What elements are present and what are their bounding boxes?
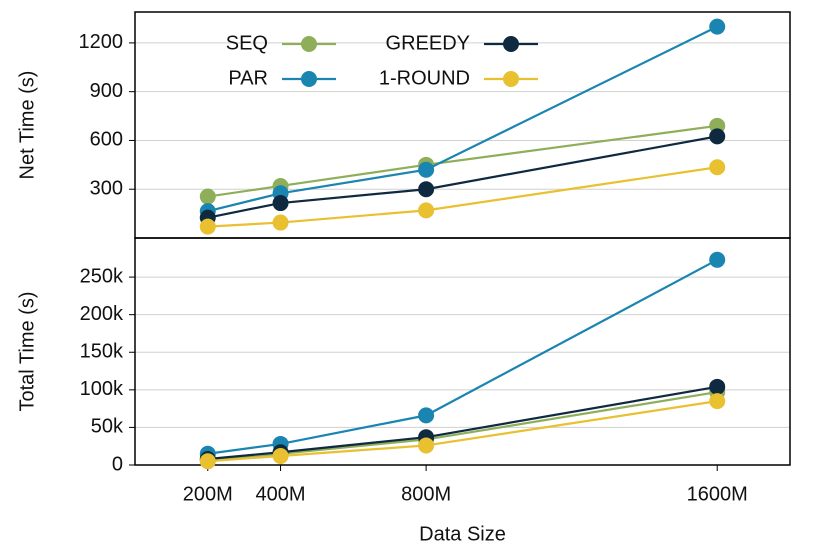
data-point — [272, 447, 289, 464]
series-line — [207, 25, 718, 213]
data-point — [709, 251, 726, 268]
series-line — [207, 400, 718, 463]
x-tick-label: 200M — [183, 483, 233, 505]
data-point — [709, 159, 726, 176]
series-line — [207, 258, 718, 455]
x-tick-label: 1600M — [687, 483, 748, 505]
legend-marker — [301, 71, 317, 87]
data-point — [709, 393, 726, 410]
series-line — [207, 135, 718, 219]
data-point — [418, 161, 435, 178]
data-point — [272, 195, 289, 212]
y-tick-label: 1200 — [79, 31, 124, 53]
data-point — [418, 437, 435, 454]
data-point — [418, 202, 435, 219]
data-point — [199, 188, 216, 205]
x-tick-label: 800M — [401, 483, 451, 505]
legend-label: PAR — [228, 67, 268, 89]
legend-marker — [503, 71, 519, 87]
legend-label: 1-ROUND — [379, 67, 470, 89]
y-tick-label: 600 — [90, 129, 123, 151]
x-tick-label: 400M — [256, 483, 306, 505]
series-line — [207, 166, 718, 228]
legend-label: GREEDY — [386, 32, 470, 54]
legend-marker — [301, 36, 317, 52]
y-tick-label: 0 — [112, 453, 123, 475]
series-line — [207, 391, 718, 461]
y-axis-label: Total Time (s) — [16, 291, 38, 411]
y-tick-label: 250k — [80, 265, 124, 287]
data-point — [272, 214, 289, 231]
x-axis-label: Data Size — [419, 523, 506, 545]
plot-frame — [134, 237, 791, 466]
data-point — [418, 407, 435, 424]
legend-marker — [503, 36, 519, 52]
y-tick-label: 150k — [80, 341, 124, 363]
data-point — [709, 18, 726, 35]
y-tick-label: 200k — [80, 303, 124, 325]
y-tick-label: 900 — [90, 80, 123, 102]
data-point — [199, 453, 216, 470]
data-point — [709, 128, 726, 145]
series-line — [207, 124, 718, 198]
y-tick-label: 50k — [91, 416, 124, 438]
y-tick-label: 100k — [80, 378, 124, 400]
data-point — [709, 378, 726, 395]
y-axis-label: Net Time (s) — [16, 71, 38, 180]
series-line — [207, 385, 718, 461]
data-point — [418, 181, 435, 198]
y-tick-label: 300 — [90, 178, 123, 200]
legend-label: SEQ — [226, 32, 268, 54]
data-point — [199, 218, 216, 235]
